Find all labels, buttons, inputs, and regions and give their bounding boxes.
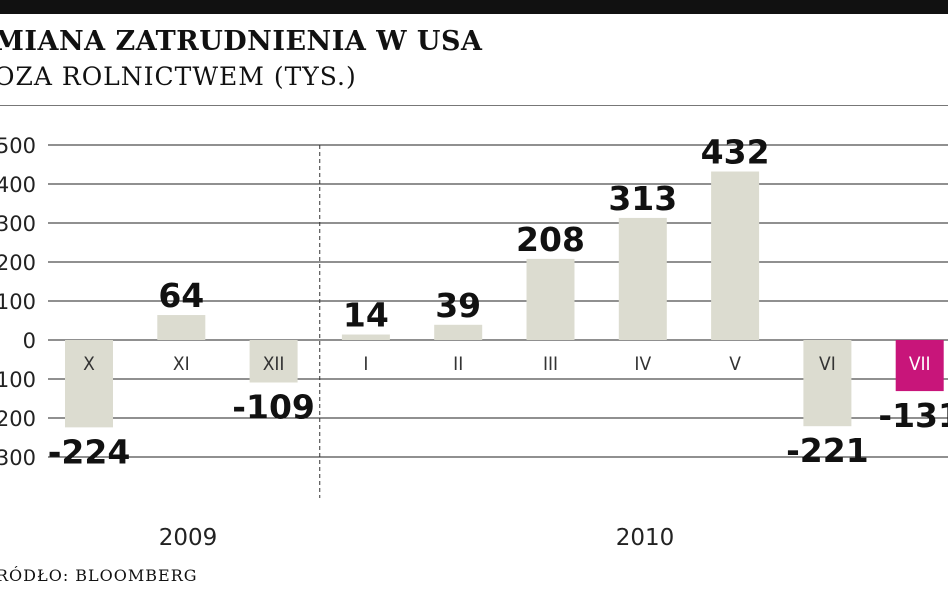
bar	[157, 315, 206, 340]
data-label: -221	[786, 431, 869, 470]
year-label: 2010	[616, 525, 675, 551]
year-label: 2009	[159, 525, 218, 551]
category-label: XI	[173, 353, 190, 375]
y-tick-label: 100	[0, 368, 36, 392]
y-tick-label: 400	[0, 173, 36, 197]
bar	[249, 340, 298, 383]
data-label: 14	[343, 296, 389, 335]
category-label: III	[543, 353, 558, 375]
bar	[65, 340, 113, 428]
data-label: -109	[232, 388, 315, 427]
y-tick-label: 200	[0, 407, 36, 431]
bar	[618, 217, 667, 340]
category-label: VI	[819, 353, 836, 375]
y-tick-label: 500	[0, 134, 36, 158]
y-tick-label: 300	[0, 212, 36, 236]
header-divider	[0, 105, 948, 106]
data-label: -224	[48, 432, 131, 471]
bar	[895, 340, 944, 392]
bar	[803, 340, 852, 427]
category-label: V	[729, 353, 741, 375]
bar	[434, 324, 483, 340]
top-bar	[0, 0, 948, 14]
source-note: RÓDŁO: BLOOMBERG	[0, 566, 198, 585]
category-label: VII	[909, 353, 931, 375]
data-label: -131	[878, 396, 948, 435]
data-label: 64	[158, 276, 204, 315]
category-label: X	[83, 353, 95, 375]
data-label: 432	[701, 133, 770, 172]
category-label: I	[363, 353, 368, 375]
y-tick-label: 300	[0, 446, 36, 470]
bar	[526, 258, 575, 340]
data-label: 208	[516, 220, 585, 259]
chart-title: MIANA ZATRUDNIENIA W USA	[0, 26, 483, 57]
data-label: 313	[608, 179, 677, 218]
y-tick-label: 100	[0, 290, 36, 314]
y-tick-label: 200	[0, 251, 36, 275]
bar	[341, 334, 390, 340]
category-label: XII	[263, 353, 285, 375]
y-tick-label: 0	[23, 329, 36, 353]
category-label: IV	[634, 353, 651, 375]
data-label: 39	[435, 286, 481, 325]
chart-subtitle: OZA ROLNICTWEM (TYS.)	[0, 62, 357, 91]
bar	[711, 171, 760, 340]
category-label: II	[453, 353, 463, 375]
